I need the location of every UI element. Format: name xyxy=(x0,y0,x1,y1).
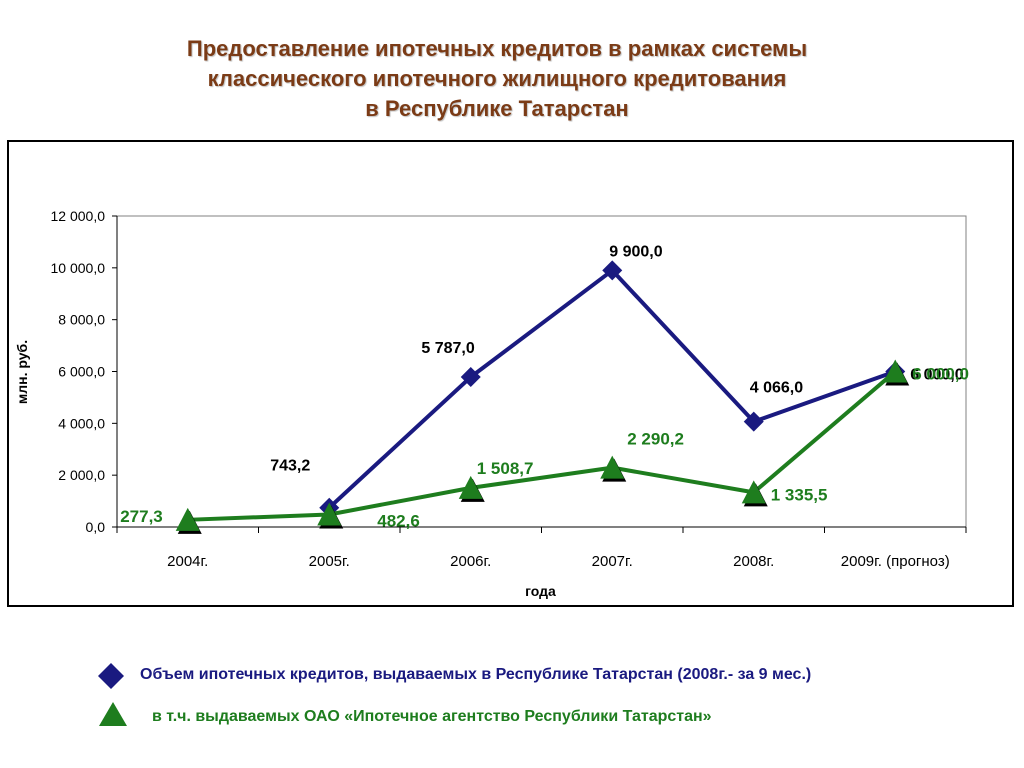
series-line-2 xyxy=(187,369,897,522)
data-label-series-2: 2 290,2 xyxy=(627,430,684,449)
series-2-point xyxy=(458,475,483,499)
series-2-point xyxy=(175,507,200,531)
data-label-series-2: 277,3 xyxy=(120,507,163,526)
data-label-series-2: 1 508,7 xyxy=(477,459,534,478)
series-2-point xyxy=(600,455,625,479)
data-label-series-1: 743,2 xyxy=(270,458,310,475)
plot-area xyxy=(116,215,967,528)
series-2-point xyxy=(317,502,342,526)
chart-axes: 0,0 2 000,0 4 000,0 6 000,0 8 000,0 10 000,0 1… xyxy=(14,208,967,599)
title-line-3: в Республике Татарстан xyxy=(365,96,629,121)
x-tick-label: 2004г. xyxy=(167,553,208,570)
data-label-series-2: 1 335,5 xyxy=(771,485,828,504)
series-1-point xyxy=(602,260,623,281)
data-label-series-1: 5 787,0 xyxy=(421,340,474,357)
title-line-1: Предоставление ипотечных кредитов в рамк… xyxy=(186,36,808,61)
series-2-point xyxy=(741,480,766,504)
x-tick-label: 2007г. xyxy=(592,553,633,570)
data-label-series-1: 9 900,0 xyxy=(609,243,662,260)
y-tick-label: 4 000,0 xyxy=(58,415,105,431)
data-label-series-2: 482,6 xyxy=(377,511,420,530)
diamond-icon xyxy=(98,663,124,689)
x-tick-label: 2008г. xyxy=(733,553,774,570)
y-tick-label: 2 000,0 xyxy=(58,467,105,483)
series-1-point xyxy=(460,367,481,388)
chart-frame xyxy=(7,140,1014,607)
data-label-series-1: 6 000,0 xyxy=(910,367,963,384)
y-tick-label: 8 000,0 xyxy=(58,312,105,328)
x-tick-label: 2009г. (прогноз) xyxy=(841,553,950,570)
y-axis-title: млн. руб. xyxy=(14,340,30,404)
title-line-2: классического ипотечного жилищного креди… xyxy=(207,66,787,91)
data-label-series-1: 4 066,0 xyxy=(750,380,803,397)
legend-label-series-2: в т.ч. выдаваемых ОАО «Ипотечное агентст… xyxy=(152,708,712,725)
x-tick-label: 2006г. xyxy=(450,553,491,570)
x-axis-title: года xyxy=(525,583,556,599)
chart-title: Предоставление ипотечных кредитов в рамк… xyxy=(0,34,994,124)
legend-label-series-1: Объем ипотечных кредитов, выдаваемых в Р… xyxy=(140,666,812,683)
chart-series xyxy=(175,260,910,534)
data-label-series-2: 6 000,0 xyxy=(912,365,969,384)
y-tick-label: 0,0 xyxy=(86,519,106,535)
series-2-point xyxy=(883,359,908,383)
triangle-icon xyxy=(99,702,127,726)
x-tick-label: 2005г. xyxy=(309,553,350,570)
y-tick-label: 10 000,0 xyxy=(51,260,106,276)
chart-data-labels: 743,2 5 787,0 9 900,0 4 066,0 6 000,0 277,3 48… xyxy=(120,243,969,530)
series-1-point xyxy=(743,411,764,432)
y-tick-label: 12 000,0 xyxy=(51,208,106,224)
y-tick-label: 6 000,0 xyxy=(58,364,105,380)
